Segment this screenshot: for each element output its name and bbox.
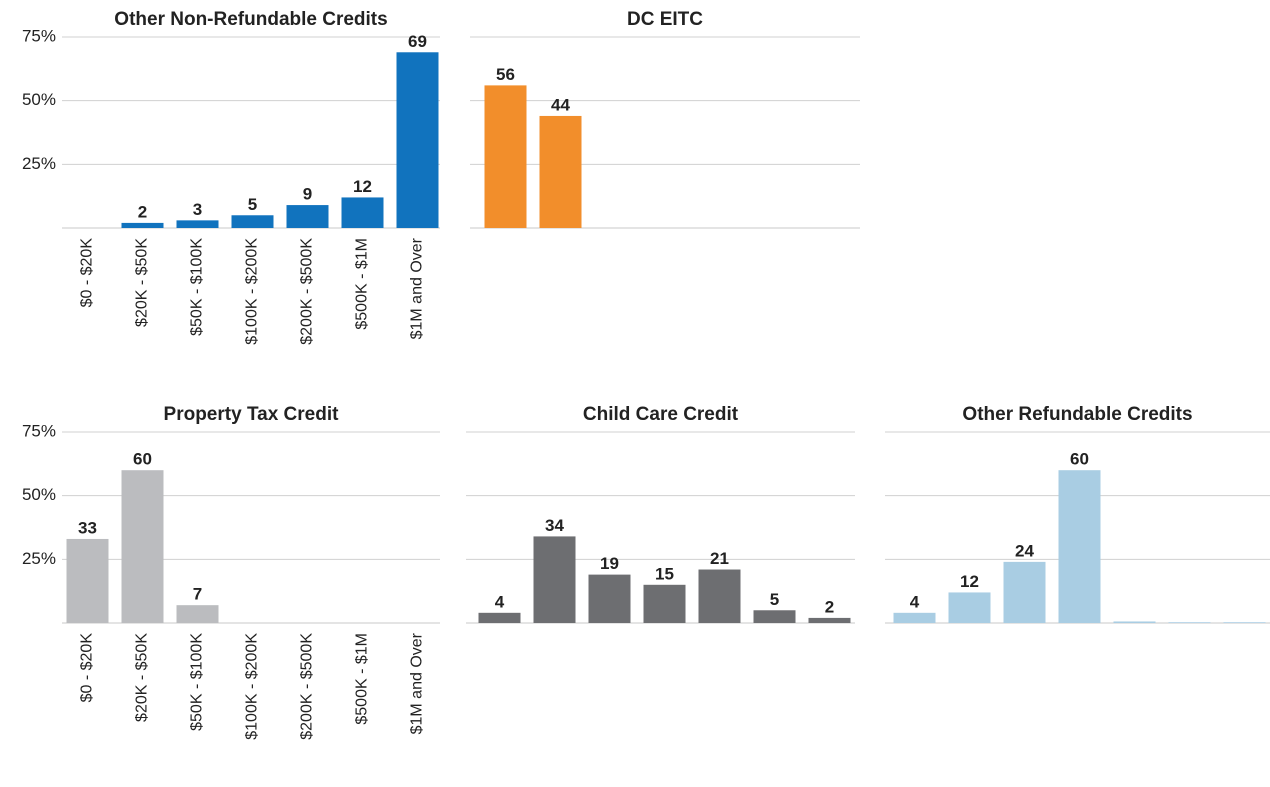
data-label: 15	[655, 564, 674, 583]
bar	[484, 85, 527, 229]
bar	[176, 605, 219, 623]
bar	[588, 574, 631, 623]
data-label: 60	[1070, 450, 1089, 469]
data-label: 12	[960, 572, 979, 591]
data-label: 19	[600, 554, 619, 573]
y-tick-label: 50%	[22, 485, 56, 504]
x-tick-label: $50K - $100K	[189, 633, 206, 731]
bar	[893, 612, 936, 623]
bar	[643, 584, 686, 623]
data-label: 2	[138, 202, 147, 221]
y-tick-label: 25%	[22, 154, 56, 173]
x-tick-label: $0 - $20K	[79, 238, 96, 308]
x-tick-label: $500K - $1M	[354, 633, 371, 725]
data-label: 2	[825, 597, 834, 616]
bar	[286, 205, 329, 228]
y-tick-label: 75%	[22, 26, 56, 45]
chart-title: Child Care Credit	[583, 404, 739, 425]
data-label: 21	[710, 549, 729, 568]
bar	[396, 52, 439, 228]
bar	[948, 592, 991, 623]
x-tick-label: $200K - $500K	[299, 238, 316, 345]
x-tick-label: $1M and Over	[409, 632, 426, 734]
bar	[539, 115, 582, 228]
data-label: 69	[408, 32, 427, 51]
data-label: 5	[248, 195, 257, 214]
bar	[66, 538, 109, 623]
bar	[1003, 561, 1046, 623]
bar	[341, 197, 384, 228]
x-tick-label: $20K - $50K	[134, 633, 151, 722]
bar	[1113, 621, 1156, 623]
data-label: 56	[496, 65, 515, 84]
data-label: 34	[545, 516, 564, 535]
x-tick-label: $500K - $1M	[354, 238, 371, 330]
data-label: 12	[353, 177, 372, 196]
bar	[1223, 622, 1266, 623]
chart-title: Property Tax Credit	[164, 404, 340, 425]
chart-title: Other Non-Refundable Credits	[114, 9, 387, 30]
data-label: 3	[193, 200, 202, 219]
x-tick-label: $0 - $20K	[79, 633, 96, 703]
bar	[231, 215, 274, 228]
data-label: 44	[551, 95, 570, 114]
x-tick-label: $100K - $200K	[244, 238, 261, 345]
data-label: 4	[495, 592, 505, 611]
bar	[478, 612, 521, 623]
data-label: 7	[193, 585, 202, 604]
bar	[121, 470, 164, 623]
y-tick-label: 25%	[22, 549, 56, 568]
bar	[176, 220, 219, 228]
bar	[808, 617, 851, 623]
x-tick-label: $20K - $50K	[134, 238, 151, 327]
data-label: 33	[78, 518, 97, 537]
x-tick-label: $100K - $200K	[244, 633, 261, 740]
y-tick-label: 75%	[22, 421, 56, 440]
bar	[698, 569, 741, 623]
bar	[121, 222, 164, 228]
bar	[1168, 622, 1211, 623]
bar	[1058, 470, 1101, 623]
x-tick-label: $1M and Over	[409, 237, 426, 339]
data-label: 5	[770, 590, 779, 609]
chart-title: Other Refundable Credits	[962, 404, 1192, 425]
bar	[753, 610, 796, 623]
data-label: 9	[303, 185, 312, 204]
y-tick-label: 50%	[22, 90, 56, 109]
data-label: 60	[133, 450, 152, 469]
chart-title: DC EITC	[627, 9, 703, 30]
data-label: 4	[910, 592, 920, 611]
x-tick-label: $200K - $500K	[299, 633, 316, 740]
bar	[533, 536, 576, 623]
x-tick-label: $50K - $100K	[189, 238, 206, 336]
data-label: 24	[1015, 541, 1034, 560]
